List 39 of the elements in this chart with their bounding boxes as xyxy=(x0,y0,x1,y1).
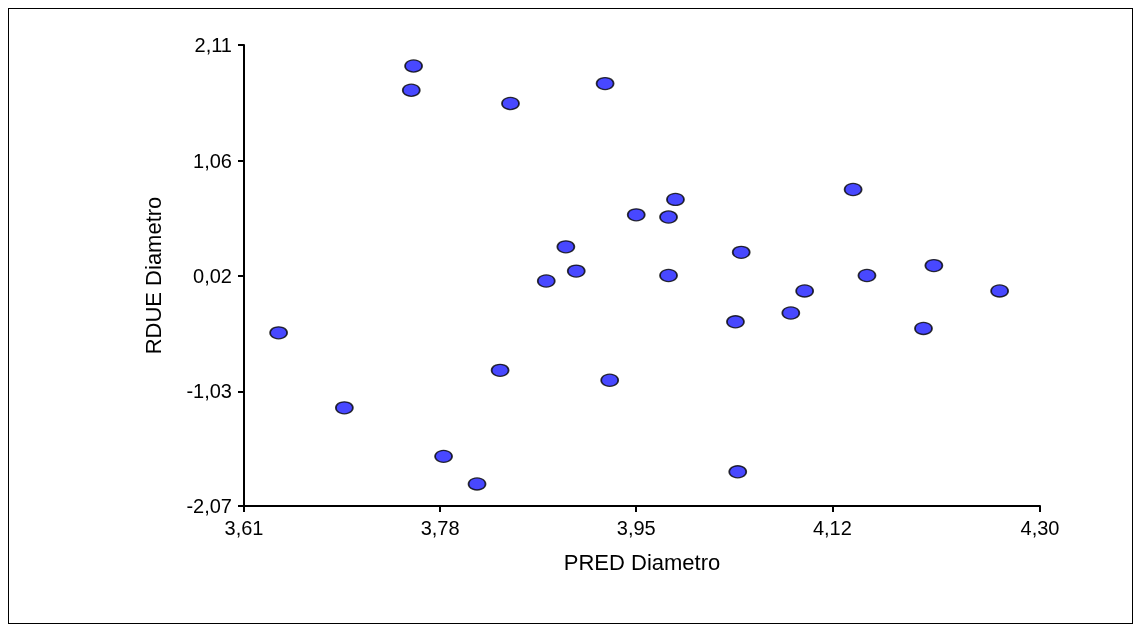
y-axis-title: RDUE Diametro xyxy=(140,196,166,355)
y-tick-label: 2,11 xyxy=(194,34,232,56)
point xyxy=(726,315,745,329)
point xyxy=(924,258,944,273)
x-tick-label: 4,12 xyxy=(812,517,852,539)
x-tick-label: 3,95 xyxy=(616,517,656,539)
point xyxy=(659,268,678,283)
y-tick-label: 0,02 xyxy=(193,264,232,287)
point xyxy=(781,306,801,320)
point xyxy=(434,449,453,464)
point xyxy=(666,192,685,207)
point xyxy=(795,284,814,298)
point xyxy=(501,96,520,111)
point xyxy=(857,268,877,283)
x-tick-label: 4,30 xyxy=(1020,517,1060,539)
point xyxy=(990,284,1009,298)
x-tick-label: 3,61 xyxy=(224,517,264,539)
point xyxy=(595,76,615,91)
point xyxy=(404,59,423,73)
point xyxy=(914,321,933,336)
y-tick-label: 1,06 xyxy=(193,149,232,172)
point xyxy=(556,240,576,254)
point xyxy=(728,465,747,479)
point xyxy=(627,208,646,222)
point xyxy=(335,401,354,415)
y-tick-label: -1,03 xyxy=(186,380,232,403)
point xyxy=(467,477,487,491)
x-axis-title: PRED Diametro xyxy=(563,549,721,575)
point xyxy=(402,83,421,97)
y-tick-label: -2,07 xyxy=(186,495,232,517)
point xyxy=(490,363,510,378)
point xyxy=(567,264,586,278)
point xyxy=(537,274,556,288)
point xyxy=(269,326,288,340)
point xyxy=(731,245,751,260)
point xyxy=(843,182,863,197)
point xyxy=(659,210,678,224)
x-tick-label: 3,78 xyxy=(420,517,460,539)
point xyxy=(600,373,619,388)
